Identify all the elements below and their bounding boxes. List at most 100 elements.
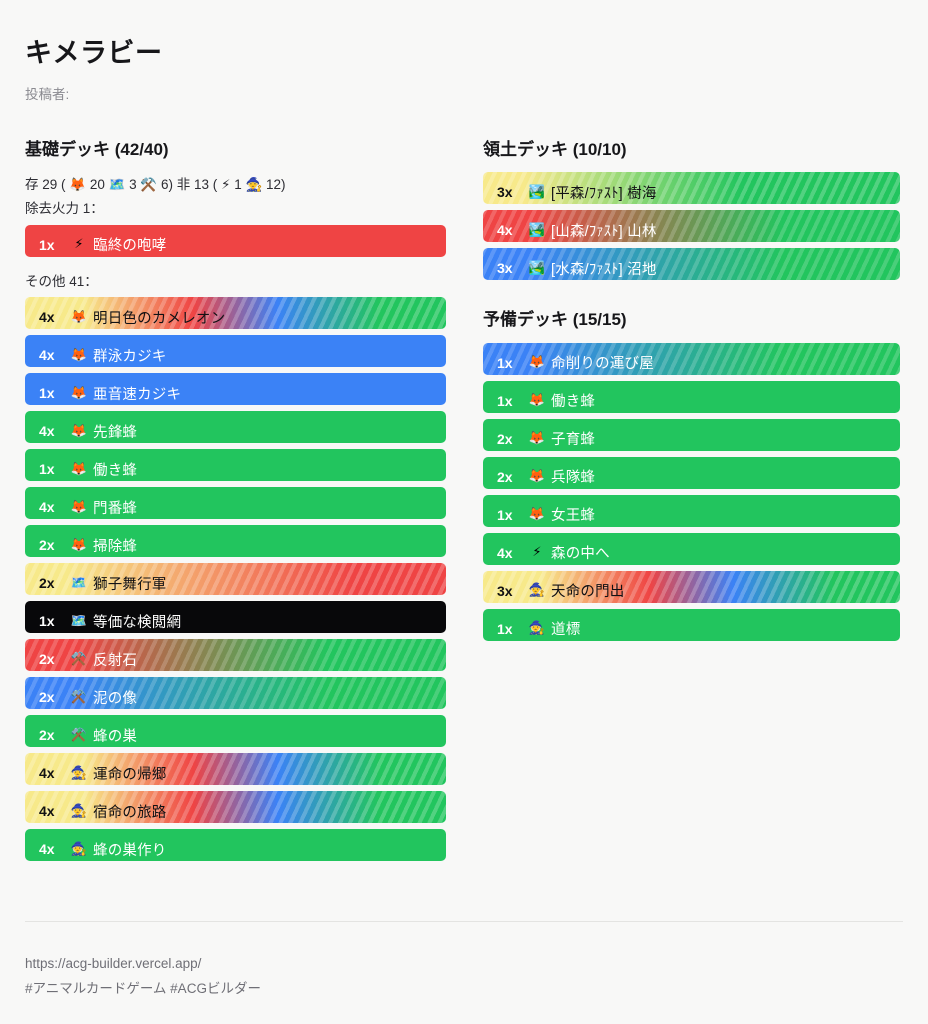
card-name: 明日色のカメレオン — [93, 310, 226, 327]
map-icon: 🗺️ — [70, 575, 88, 591]
card-row[interactable]: 2x ⚒️ 泥の像 — [25, 677, 446, 710]
card-row-content: 1x 🦊 働き蜂 — [25, 458, 446, 480]
card-row[interactable]: 4x 🦊 群泳カジキ — [25, 335, 446, 368]
card-quantity: 1x — [39, 385, 55, 402]
card-row-content: 1x 🦊 亜音速カジキ — [25, 382, 446, 404]
card-row[interactable]: 4x ⚡ 森の中へ — [483, 532, 900, 565]
card-quantity: 2x — [497, 430, 513, 447]
card-row-content: 4x ⚡ 森の中へ — [483, 542, 900, 564]
card-row-content: 3x 🧙 天命の門出 — [483, 580, 900, 602]
card-quantity: 4x — [39, 803, 55, 820]
card-row[interactable]: 1x 🦊 亜音速カジキ — [25, 373, 446, 406]
card-quantity: 1x — [497, 506, 513, 523]
card-name: [山森/ﾌｧｽﾄ] 山林 — [551, 223, 657, 240]
card-row[interactable]: 4x 🧙 宿命の旅路 — [25, 791, 446, 824]
fox-icon: 🦊 — [70, 461, 88, 477]
wizard-icon: 🧙 — [70, 841, 88, 857]
reserve-card-list: 1x 🦊 命削りの運び屋 1x 🦊 働き蜂 2x 🦊 子育蜂 2x 🦊 兵隊蜂 1x 🦊 女王蜂 4x ⚡ 森の中… — [483, 342, 900, 641]
card-row[interactable]: 2x 🗺️ 獅子舞行軍 — [25, 563, 446, 596]
card-row[interactable]: 1x 🦊 命削りの運び屋 — [483, 342, 900, 375]
card-row-content: 1x 🦊 女王蜂 — [483, 504, 900, 526]
other-group-label: その他 41： — [25, 273, 98, 289]
fox-icon: 🦊 — [528, 393, 546, 409]
card-name: 運命の帰郷 — [93, 766, 167, 783]
card-name: 働き蜂 — [551, 394, 596, 411]
card-row[interactable]: 1x 🧙 道標 — [483, 608, 900, 641]
card-row[interactable]: 1x 🗺️ 等価な検閲網 — [25, 601, 446, 634]
card-row[interactable]: 3x 🏞️ [水森/ﾌｧｽﾄ] 沼地 — [483, 248, 900, 281]
card-row-content: 1x ⚡ 臨終の咆哮 — [25, 234, 446, 256]
side-decks-column: 領土デッキ (10/10) 3x 🏞️ [平森/ﾌｧｽﾄ] 樹海 4x 🏞️ [山森/ﾌｧ… — [483, 140, 900, 641]
card-row[interactable]: 4x 🧙 蜂の巣作り — [25, 829, 446, 862]
card-quantity: 1x — [39, 461, 55, 478]
landscape-icon: 🏞️ — [528, 222, 546, 238]
card-quantity: 4x — [39, 347, 55, 364]
fox-icon: 🦊 — [70, 423, 88, 439]
fox-icon: 🦊 — [528, 507, 546, 523]
fox-icon: 🦊 — [70, 537, 88, 553]
card-name: 兵隊蜂 — [551, 470, 596, 487]
card-name: 反射石 — [93, 652, 138, 669]
card-quantity: 4x — [39, 765, 55, 782]
footer-url[interactable]: https://acg-builder.vercel.app/ — [25, 956, 202, 971]
fox-icon: 🦊 — [528, 469, 546, 485]
card-row-content: 2x ⚒️ 蜂の巣 — [25, 724, 446, 746]
card-row[interactable]: 4x 🧙 運命の帰郷 — [25, 753, 446, 786]
card-quantity: 2x — [39, 575, 55, 592]
card-row[interactable]: 1x 🦊 働き蜂 — [483, 380, 900, 413]
card-quantity: 3x — [497, 582, 513, 599]
card-row[interactable]: 2x 🦊 子育蜂 — [483, 418, 900, 451]
card-name: 天命の門出 — [551, 584, 625, 601]
card-row[interactable]: 4x 🦊 先鋒蜂 — [25, 411, 446, 444]
card-row[interactable]: 2x ⚒️ 反射石 — [25, 639, 446, 672]
card-name: 門番蜂 — [93, 500, 138, 517]
card-row[interactable]: 4x 🦊 明日色のカメレオン — [25, 297, 446, 330]
card-name: 先鋒蜂 — [93, 424, 138, 441]
card-row[interactable]: 1x 🦊 女王蜂 — [483, 494, 900, 527]
lightning-icon: ⚡ — [532, 545, 542, 561]
fox-icon: 🦊 — [528, 355, 546, 371]
wizard-icon: 🧙 — [528, 621, 546, 637]
wizard-icon: 🧙 — [70, 803, 88, 819]
card-name: 子育蜂 — [551, 432, 596, 449]
card-row[interactable]: 4x 🦊 門番蜂 — [25, 487, 446, 520]
card-row-content: 1x 🗺️ 等価な検閲網 — [25, 610, 446, 632]
card-name: 森の中へ — [551, 546, 610, 563]
card-name: 女王蜂 — [551, 508, 596, 525]
card-row-content: 4x 🧙 運命の帰郷 — [25, 762, 446, 784]
card-row[interactable]: 2x 🦊 兵隊蜂 — [483, 456, 900, 489]
card-row-content: 2x 🦊 子育蜂 — [483, 428, 900, 450]
author-label: 投稿者: — [25, 87, 70, 103]
card-row[interactable]: 2x ⚒️ 蜂の巣 — [25, 715, 446, 748]
card-row[interactable]: 3x 🏞️ [平森/ﾌｧｽﾄ] 樹海 — [483, 172, 900, 205]
card-row-content: 4x 🦊 明日色のカメレオン — [25, 306, 446, 328]
card-name: 泥の像 — [93, 690, 138, 707]
card-quantity: 3x — [497, 184, 513, 201]
card-row-content: 3x 🏞️ [平森/ﾌｧｽﾄ] 樹海 — [483, 181, 900, 203]
card-name: 宿命の旅路 — [93, 804, 167, 821]
card-name: 蜂の巣 — [93, 728, 138, 745]
card-row-content: 4x 🦊 群泳カジキ — [25, 344, 446, 366]
card-row[interactable]: 2x 🦊 掃除蜂 — [25, 525, 446, 558]
card-row[interactable]: 3x 🧙 天命の門出 — [483, 570, 900, 603]
card-name: 働き蜂 — [93, 462, 138, 479]
card-quantity: 2x — [39, 537, 55, 554]
page-footer: https://acg-builder.vercel.app/ #アニマルカード… — [25, 952, 725, 1002]
landscape-icon: 🏞️ — [528, 260, 546, 276]
card-row[interactable]: 1x 🦊 働き蜂 — [25, 449, 446, 482]
card-name: 掃除蜂 — [93, 538, 138, 555]
card-name: 臨終の咆哮 — [93, 238, 167, 255]
map-icon: 🗺️ — [70, 613, 88, 629]
card-quantity: 2x — [39, 651, 55, 668]
card-quantity: 1x — [497, 620, 513, 637]
card-row[interactable]: 1x ⚡ 臨終の咆哮 — [25, 224, 446, 257]
card-row[interactable]: 4x 🏞️ [山森/ﾌｧｽﾄ] 山林 — [483, 210, 900, 243]
card-row-content: 1x 🦊 命削りの運び屋 — [483, 352, 900, 374]
card-quantity: 2x — [39, 727, 55, 744]
fox-icon: 🦊 — [528, 431, 546, 447]
fox-icon: 🦊 — [70, 499, 88, 515]
card-row-content: 2x ⚒️ 反射石 — [25, 648, 446, 670]
card-row-content: 1x 🧙 道標 — [483, 618, 900, 640]
card-quantity: 3x — [497, 260, 513, 277]
